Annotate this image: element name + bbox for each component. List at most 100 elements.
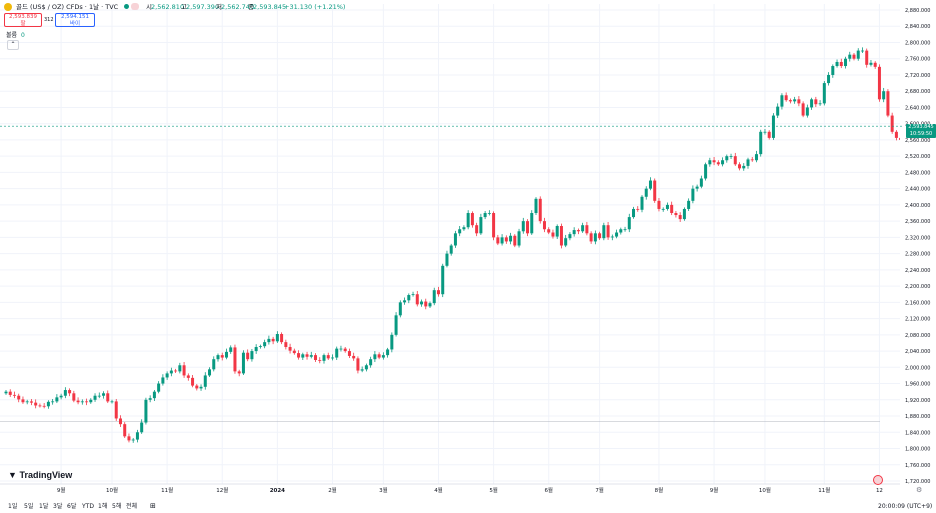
price-tick-label: 2,400.000 bbox=[905, 203, 930, 209]
candle-body bbox=[780, 95, 784, 107]
price-tick-label: 1,760.000 bbox=[905, 463, 930, 469]
candle-body bbox=[750, 159, 754, 161]
gold-symbol-icon bbox=[4, 3, 12, 11]
timeframe-1y[interactable]: 1해 bbox=[98, 503, 108, 510]
bar-countdown: 10:59:50 bbox=[909, 131, 933, 137]
candle-body bbox=[191, 377, 195, 386]
price-tick-label: 2,040.000 bbox=[905, 349, 930, 355]
candle-body bbox=[678, 215, 682, 220]
candle-body bbox=[453, 233, 457, 246]
time-tick-label: 10월 bbox=[759, 486, 771, 494]
candle-body bbox=[653, 180, 657, 201]
axis-settings-icon[interactable]: ⚙ bbox=[916, 486, 923, 494]
candle-body bbox=[369, 359, 373, 366]
sell-label: 팔 bbox=[20, 21, 26, 27]
price-tick-label: 1,880.000 bbox=[905, 414, 930, 420]
candle-body bbox=[352, 355, 356, 359]
candle-body bbox=[25, 401, 29, 403]
candle-body bbox=[844, 58, 848, 67]
time-tick-label: 9월 bbox=[57, 486, 66, 494]
time-tick-label: 11월 bbox=[818, 486, 830, 494]
collapse-chevron-icon[interactable]: ⌃ bbox=[7, 40, 19, 50]
candle-body bbox=[517, 231, 521, 246]
candle-body bbox=[793, 99, 797, 102]
price-axis-bg bbox=[900, 0, 936, 494]
ohlc-open: 2,562.810 bbox=[151, 3, 185, 11]
candle-body bbox=[831, 66, 835, 75]
time-tick-label: 4월 bbox=[434, 486, 443, 494]
candle-body bbox=[195, 385, 199, 389]
candle-body bbox=[805, 107, 809, 116]
candle-body bbox=[182, 365, 186, 376]
time-tick-label: 8월 bbox=[655, 486, 664, 494]
candle-body bbox=[390, 334, 394, 350]
tv-logo-text: TradingView bbox=[19, 470, 73, 480]
timeframe-5d[interactable]: 5일 bbox=[24, 503, 34, 510]
candle-body bbox=[102, 393, 106, 396]
timeframe-1d[interactable]: 1일 bbox=[8, 503, 18, 510]
candle-body bbox=[292, 350, 296, 354]
candle-body bbox=[559, 226, 563, 246]
tradingview-logo[interactable]: ▼ TradingView bbox=[8, 470, 72, 480]
price-tick-label: 1,720.000 bbox=[905, 479, 930, 485]
date-range-icon[interactable]: ⊞ bbox=[150, 502, 156, 510]
timeframe-all[interactable]: 전체 bbox=[126, 503, 138, 510]
candle-body bbox=[877, 66, 881, 100]
candle-body bbox=[632, 208, 636, 218]
candle-body bbox=[716, 162, 720, 165]
sell-button[interactable]: 2,593.839 팔 bbox=[4, 13, 42, 27]
candle-body bbox=[59, 395, 63, 398]
candle-body bbox=[360, 369, 364, 371]
candle-body bbox=[509, 235, 513, 242]
candle-body bbox=[687, 200, 691, 209]
candle-body bbox=[123, 424, 127, 437]
candle-body bbox=[38, 405, 42, 407]
candle-body bbox=[29, 401, 33, 403]
candle-body bbox=[97, 395, 101, 397]
clock-display[interactable]: 20:00:09 (UTC+9) bbox=[878, 503, 933, 510]
candle-body bbox=[526, 221, 530, 234]
last-price-value: 2,593.845 bbox=[908, 124, 934, 130]
candle-body bbox=[212, 359, 216, 370]
candle-body bbox=[670, 204, 674, 214]
candle-body bbox=[873, 62, 877, 67]
candle-body bbox=[810, 99, 814, 108]
candle-body bbox=[148, 398, 152, 400]
candle-body bbox=[742, 165, 746, 169]
candle-body bbox=[890, 115, 894, 132]
candle-body bbox=[882, 91, 886, 100]
candle-body bbox=[754, 154, 758, 161]
symbol-title[interactable]: 골드 (US$ / OZ) CFDs · 1날 · TVC bbox=[16, 3, 119, 11]
candle-body bbox=[12, 394, 16, 396]
candle-body bbox=[665, 204, 669, 209]
candle-body bbox=[682, 208, 686, 220]
timeframe-5y[interactable]: 5해 bbox=[112, 503, 122, 510]
candle-body bbox=[581, 225, 585, 232]
news-icon[interactable] bbox=[873, 475, 883, 485]
buy-button[interactable]: 2,594.151 바이 bbox=[55, 13, 95, 27]
candle-body bbox=[869, 62, 873, 65]
ohlc-high: 2,597.390 bbox=[186, 3, 220, 11]
candle-body bbox=[746, 159, 750, 166]
candle-body bbox=[776, 106, 780, 116]
candle-body bbox=[258, 346, 262, 348]
candle-body bbox=[848, 54, 852, 59]
timeframe-6m[interactable]: 6달 bbox=[67, 503, 77, 510]
candle-body bbox=[708, 160, 712, 165]
price-tick-label: 2,000.000 bbox=[905, 365, 930, 371]
timeframe-3m[interactable]: 3달 bbox=[53, 503, 63, 510]
candle-body bbox=[415, 294, 419, 305]
timeframe-1m[interactable]: 1달 bbox=[39, 503, 49, 510]
candle-body bbox=[598, 233, 602, 239]
price-tick-label: 1,840.000 bbox=[905, 430, 930, 436]
candle-body bbox=[280, 334, 284, 343]
timeframe-ytd[interactable]: YTD bbox=[82, 503, 94, 510]
candle-body bbox=[479, 217, 483, 234]
candle-body bbox=[297, 353, 301, 358]
ohlc-low-label: 저 bbox=[216, 3, 222, 11]
candle-body bbox=[284, 342, 288, 348]
price-tick-label: 2,440.000 bbox=[905, 187, 930, 193]
time-tick-label: 2월 bbox=[328, 486, 337, 494]
candle-body bbox=[318, 360, 322, 361]
